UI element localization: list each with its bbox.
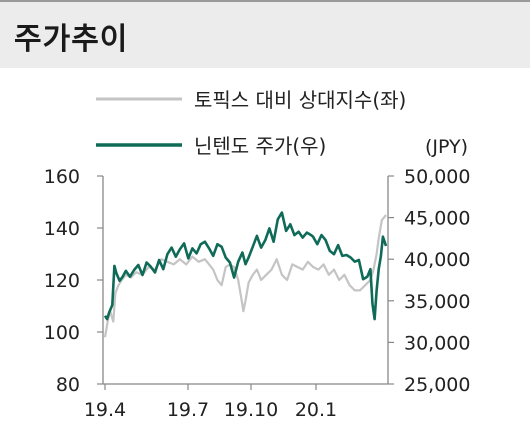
right-tick-label: 25,000 bbox=[404, 374, 470, 396]
x-tick-label: 19.10 bbox=[224, 399, 278, 421]
right-tick-label: 40,000 bbox=[404, 249, 470, 271]
right-tick-label: 30,000 bbox=[404, 332, 470, 354]
x-tick-label: 20.1 bbox=[295, 399, 337, 421]
series-line-topix-relative bbox=[103, 214, 387, 338]
right-axis-unit: (JPY) bbox=[425, 136, 468, 158]
right-tick-label: 35,000 bbox=[404, 291, 470, 313]
left-tick-label: 100 bbox=[44, 322, 80, 344]
section-title: 주가추이 bbox=[14, 22, 129, 57]
x-tick-label: 19.4 bbox=[84, 399, 126, 421]
left-tick-label: 80 bbox=[56, 374, 80, 396]
series-line-nintendo-price bbox=[103, 211, 388, 321]
left-tick-label: 140 bbox=[44, 218, 80, 240]
header-band: 주가추이 bbox=[0, 0, 530, 68]
left-tick-label: 120 bbox=[44, 270, 80, 292]
right-tick-label: 45,000 bbox=[404, 208, 470, 230]
legend-label-nintendo: 닌텐도 주가(우) bbox=[194, 134, 326, 158]
x-tick-label: 19.7 bbox=[167, 399, 209, 421]
right-tick-label: 50,000 bbox=[404, 166, 470, 188]
legend-label-topix: 토픽스 대비 상대지수(좌) bbox=[194, 88, 406, 112]
left-tick-label: 160 bbox=[44, 166, 80, 188]
